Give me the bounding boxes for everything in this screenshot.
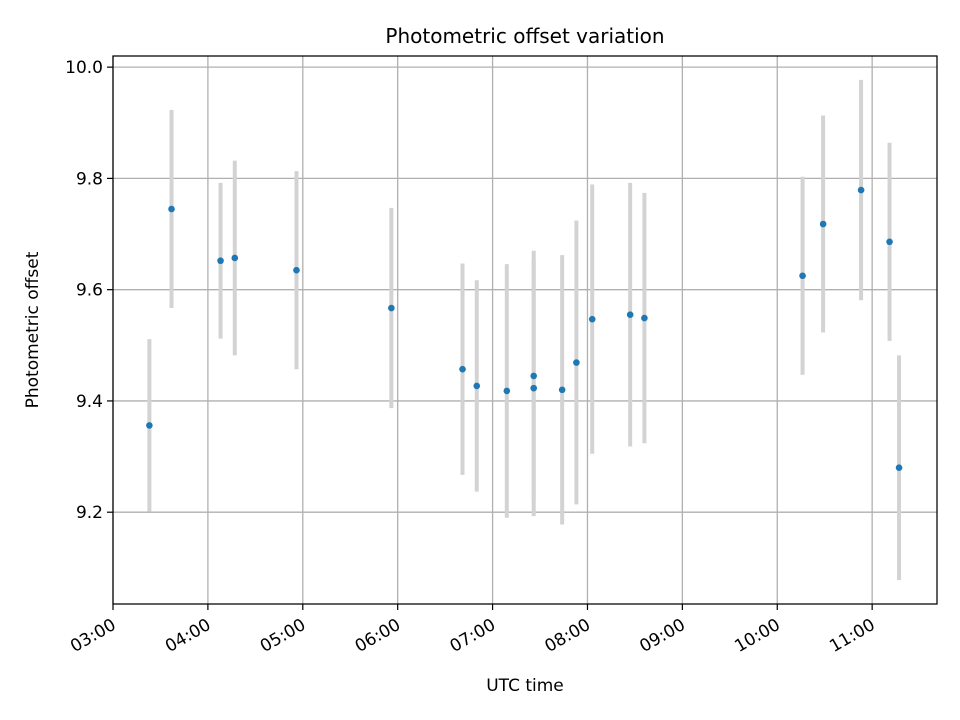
data-point — [819, 220, 827, 228]
data-point — [530, 384, 537, 392]
data-point — [459, 365, 466, 373]
data-point — [503, 387, 511, 395]
plot-frame — [112, 55, 938, 605]
chart-title: Photometric offset variation — [385, 24, 664, 48]
y-tick-label: 9.6 — [76, 281, 103, 301]
data-point — [217, 257, 224, 265]
data-point — [588, 315, 596, 323]
data-point — [231, 254, 239, 262]
data-point — [573, 359, 580, 366]
data-point — [168, 205, 175, 213]
data-point — [886, 238, 893, 246]
y-tick-label: 10.0 — [65, 58, 103, 78]
y-axis-ticks: 9.2 9.4 9.6 9.8 10.0 — [65, 58, 113, 523]
data-point — [473, 382, 481, 390]
data-point — [641, 314, 648, 322]
data-point — [626, 311, 634, 319]
data-point — [530, 372, 537, 380]
y-tick-label: 9.4 — [76, 392, 103, 412]
y-tick-label: 9.8 — [76, 169, 103, 189]
data-point — [799, 272, 806, 280]
data-point — [558, 386, 566, 394]
data-point — [857, 186, 865, 194]
data-points — [146, 186, 903, 471]
grid — [112, 56, 937, 604]
data-point — [293, 266, 300, 274]
y-axis-label: Photometric offset — [23, 251, 43, 408]
data-point — [146, 422, 153, 429]
x-axis-label: UTC time — [486, 676, 564, 696]
data-point — [895, 464, 903, 471]
data-point — [388, 304, 395, 312]
y-tick-label: 9.2 — [76, 503, 103, 523]
